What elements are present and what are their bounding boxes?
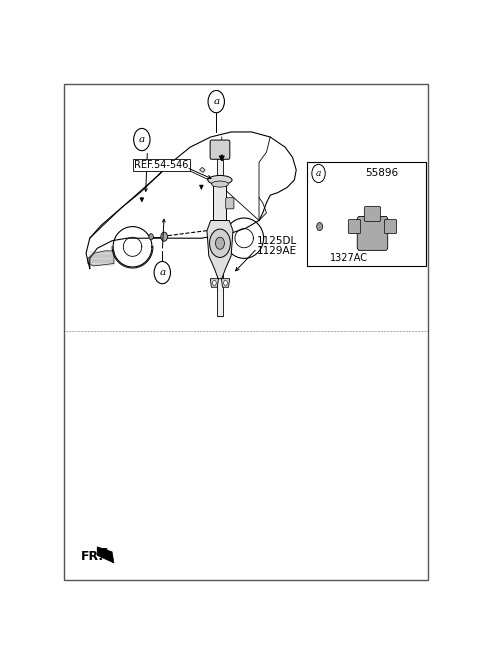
Polygon shape — [221, 279, 229, 287]
Polygon shape — [88, 251, 114, 266]
Ellipse shape — [212, 181, 228, 187]
Polygon shape — [207, 221, 233, 279]
Polygon shape — [210, 279, 218, 287]
Circle shape — [161, 232, 168, 241]
Circle shape — [224, 281, 228, 286]
Circle shape — [154, 261, 170, 284]
Circle shape — [149, 234, 154, 240]
Polygon shape — [216, 142, 223, 315]
Text: 55896: 55896 — [365, 168, 398, 179]
FancyBboxPatch shape — [357, 216, 388, 250]
Ellipse shape — [208, 175, 232, 185]
Text: 1125DL: 1125DL — [257, 236, 298, 246]
Circle shape — [312, 164, 325, 183]
Circle shape — [216, 237, 225, 249]
FancyBboxPatch shape — [210, 140, 230, 159]
Circle shape — [213, 281, 216, 286]
FancyBboxPatch shape — [226, 198, 234, 209]
Polygon shape — [214, 185, 227, 221]
Text: REF.54-546: REF.54-546 — [134, 160, 189, 170]
Text: FR.: FR. — [81, 551, 104, 564]
Text: a: a — [316, 169, 321, 178]
FancyBboxPatch shape — [307, 162, 426, 266]
Polygon shape — [200, 168, 205, 172]
Text: 1129AE: 1129AE — [257, 246, 297, 256]
Circle shape — [210, 229, 230, 258]
FancyBboxPatch shape — [384, 219, 396, 234]
FancyBboxPatch shape — [348, 219, 360, 234]
Circle shape — [317, 223, 323, 231]
Circle shape — [208, 91, 225, 113]
Text: a: a — [213, 97, 219, 106]
Text: 1327AC: 1327AC — [330, 254, 368, 263]
Circle shape — [133, 128, 150, 150]
Polygon shape — [97, 547, 114, 563]
Text: a: a — [139, 135, 145, 144]
Text: a: a — [159, 268, 166, 277]
FancyBboxPatch shape — [364, 206, 381, 221]
